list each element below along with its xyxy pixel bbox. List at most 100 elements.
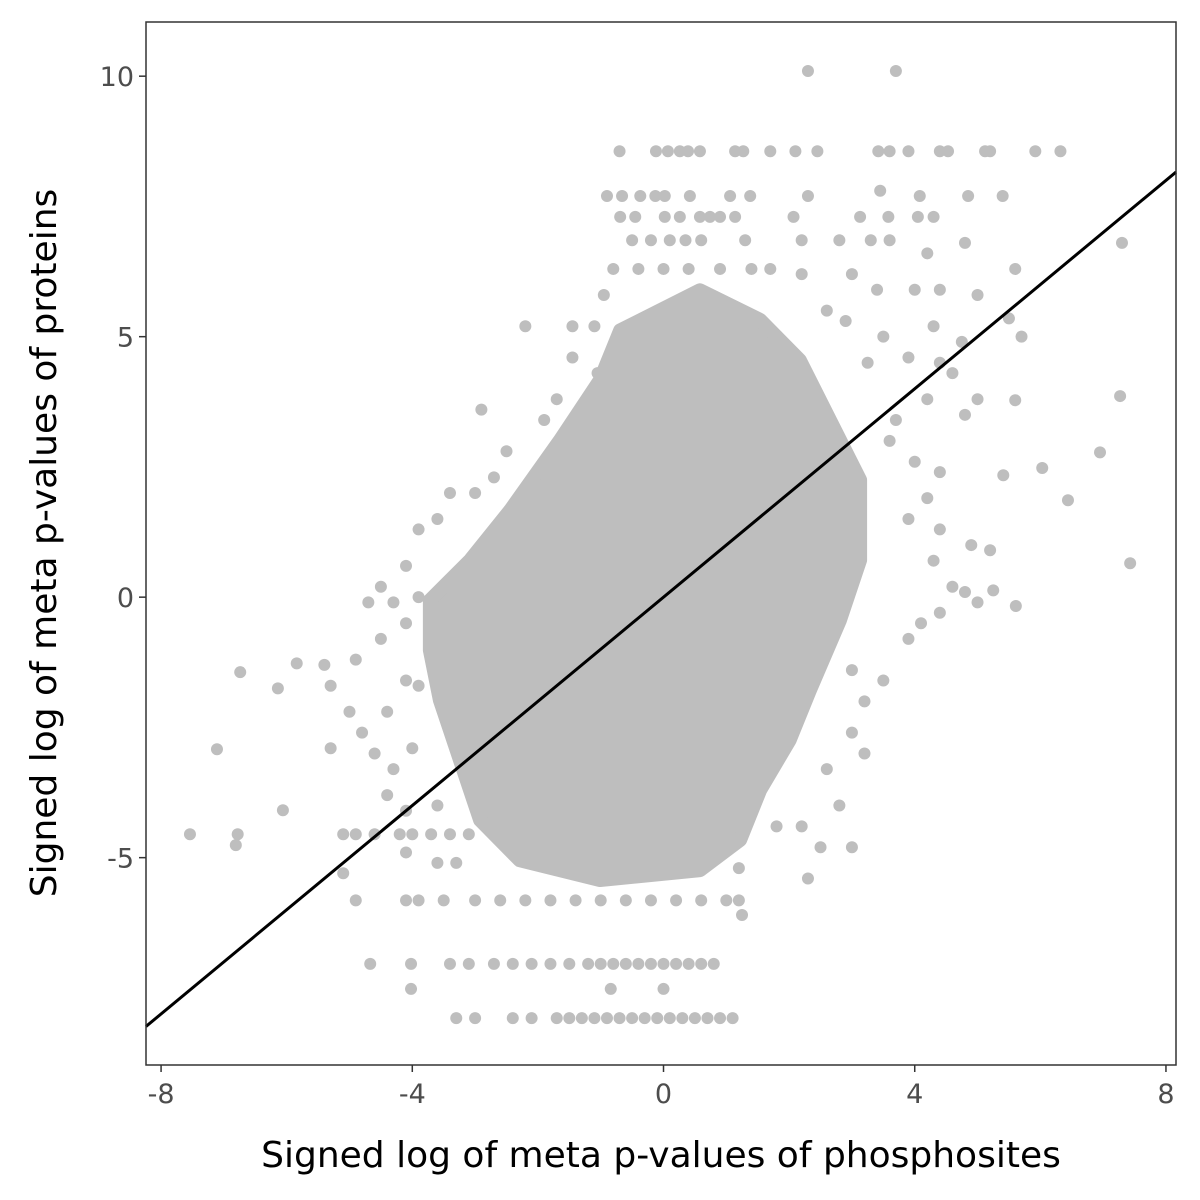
data-point [861,356,874,369]
data-point [231,828,244,841]
dense-point-cloud [422,283,868,888]
data-point [550,393,563,406]
data-point [693,210,706,223]
data-point [811,145,824,158]
data-point [996,190,1009,203]
data-point [883,145,896,158]
data-point [406,742,419,755]
data-point [921,247,934,260]
data-point [613,145,626,158]
data-point [695,234,708,247]
data-point [902,513,915,526]
data-point [958,585,971,598]
data-point [594,894,607,907]
data-point [703,210,716,223]
data-point [649,190,662,203]
data-point [663,1012,676,1025]
data-point [381,789,394,802]
data-point [820,304,833,317]
data-point [958,236,971,249]
data-point [607,262,620,275]
data-point [732,894,745,907]
data-point [744,190,757,203]
data-point [997,469,1010,482]
data-point [475,403,488,416]
data-point [801,872,814,885]
data-point [364,957,377,970]
data-point [450,856,463,869]
data-point [387,763,400,776]
fit-line [145,170,1177,1028]
data-point [519,894,532,907]
data-point [695,957,708,970]
data-point [657,982,670,995]
data-point [550,1012,563,1025]
data-point [971,596,984,609]
data-point [349,653,362,666]
data-point [695,894,708,907]
data-point [657,957,670,970]
data-point [604,982,617,995]
data-point [858,747,871,760]
data-point [594,957,607,970]
data-point [349,828,362,841]
data-point [613,1012,626,1025]
data-point [984,145,997,158]
data-point [942,145,955,158]
x-tick-label: -4 [399,1079,426,1110]
data-point [229,839,242,852]
y-tick-label: -5 [107,844,134,875]
data-point [651,1012,664,1025]
data-point [682,145,695,158]
data-point [714,1012,727,1025]
data-point [657,262,670,275]
data-point [234,666,247,679]
data-point [431,856,444,869]
data-point [877,674,890,687]
data-point [921,492,934,505]
data-point [626,1012,639,1025]
data-point [450,1012,463,1025]
data-point [600,1012,613,1025]
data-point [789,145,802,158]
data-point [1054,145,1067,158]
data-point [682,262,695,275]
data-point [600,190,613,203]
data-point [1009,600,1022,613]
data-point [324,742,337,755]
data-point [908,455,921,468]
data-point [368,747,381,760]
data-point [933,606,946,619]
data-point [374,632,387,645]
data-point [405,982,418,995]
data-point [1002,312,1015,325]
data-point [720,894,733,907]
data-point [714,262,727,275]
data-point [965,539,978,552]
data-point [889,414,902,427]
data-point [412,894,425,907]
data-point [795,268,808,281]
data-point [619,957,632,970]
data-point [933,283,946,296]
data-point [673,210,686,223]
data-point [833,234,846,247]
data-point [714,210,727,223]
data-point [400,894,413,907]
data-point [538,414,551,427]
data-point [795,820,808,833]
data-point [676,1012,689,1025]
data-point [443,486,456,499]
data-point [739,234,752,247]
data-point [644,957,657,970]
data-point [563,1012,576,1025]
data-point [469,894,482,907]
data-point [839,315,852,328]
data-point [412,591,425,604]
data-point [745,262,758,275]
data-point [638,1012,651,1025]
data-point [883,234,896,247]
data-point [987,584,1000,597]
data-point [575,1012,588,1025]
data-point [462,828,475,841]
